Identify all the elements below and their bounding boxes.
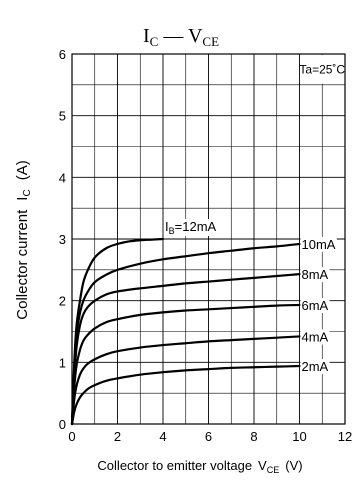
y-tick-label: 6 <box>59 47 66 62</box>
x-axis-unit: (V) <box>285 458 302 473</box>
curve-2ma <box>70 364 301 426</box>
series-labels: IB=12mA 10mA 8mA 6mA 4mA 2mA <box>164 219 337 375</box>
title-subscript: C <box>150 34 159 49</box>
curve-10ma <box>70 242 301 426</box>
series-label-background <box>300 267 330 283</box>
title-symbol: I <box>143 25 150 47</box>
x-tick-label: 12 <box>338 429 352 444</box>
series-label-background <box>300 329 330 345</box>
curve-ib12ma <box>70 237 165 426</box>
y-axis-label: Collector current IC (A) <box>14 160 33 319</box>
title-subscript-2: CE <box>202 34 219 49</box>
x-tick-label: 6 <box>205 429 212 444</box>
y-axis-label-text: Collector current <box>14 209 31 320</box>
series-label-background <box>300 297 330 313</box>
y-tick-label: 3 <box>59 232 66 247</box>
curves <box>70 237 301 426</box>
y-ticks: 0 1 2 3 4 5 6 <box>59 47 66 432</box>
chart-title: IC — VCE <box>143 25 219 49</box>
title-dash: — V <box>158 25 203 47</box>
x-axis-symbol: V <box>258 458 267 473</box>
series-label: 8mA <box>302 267 329 282</box>
temperature-annotation: Ta=25˚C <box>299 62 345 76</box>
series-label: 10mA <box>302 237 336 252</box>
y-axis-unit: (A) <box>14 160 31 180</box>
series-label: IB=12mA <box>165 219 217 236</box>
x-tick-label: 0 <box>68 429 75 444</box>
series-label-background <box>164 219 218 236</box>
y-tick-label: 1 <box>59 355 66 370</box>
y-tick-label: 4 <box>59 170 66 185</box>
x-tick-label: 4 <box>159 429 166 444</box>
x-tick-label: 10 <box>292 429 306 444</box>
x-tick-label: 2 <box>114 429 121 444</box>
grid <box>72 54 345 424</box>
y-tick-label: 2 <box>59 294 66 309</box>
series-label-background <box>300 236 337 252</box>
annotation-background <box>300 55 344 84</box>
x-axis-label-text: Collector to emitter voltage <box>97 458 252 473</box>
curve-6ma <box>70 303 301 426</box>
series-label: 6mA <box>302 298 329 313</box>
series-label: 2mA <box>302 359 329 374</box>
series-label: 4mA <box>302 329 329 344</box>
curve-4ma <box>70 335 301 426</box>
x-ticks: 0 2 4 6 8 10 12 <box>68 429 352 444</box>
y-axis-symbol: I <box>14 197 31 201</box>
x-axis-label: Collector to emitter voltage VCE (V) <box>97 458 302 475</box>
y-tick-label: 5 <box>59 109 66 124</box>
y-tick-label: 0 <box>59 417 66 432</box>
curve-8ma <box>70 273 301 426</box>
y-axis-subscript: C <box>22 189 33 196</box>
plot-frame <box>71 53 346 425</box>
series-label-background <box>300 359 330 375</box>
x-axis-subscript: CE <box>267 465 280 475</box>
x-tick-label: 8 <box>250 429 257 444</box>
